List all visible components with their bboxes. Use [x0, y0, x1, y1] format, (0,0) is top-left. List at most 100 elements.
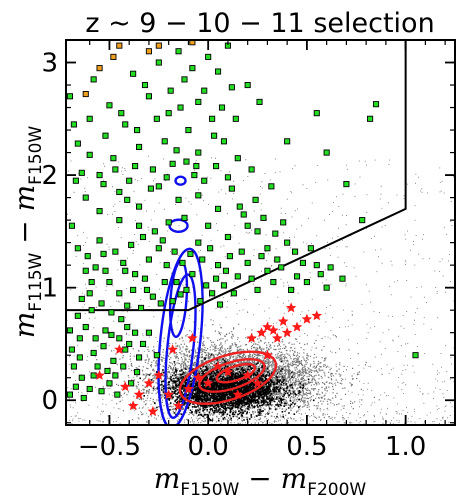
green-square-point [179, 259, 186, 266]
green-square-point [191, 172, 198, 179]
green-square-point [100, 181, 107, 188]
green-square-point [293, 273, 301, 280]
green-square-point [238, 248, 245, 255]
green-square-point [195, 98, 202, 105]
red-star-point [252, 377, 263, 388]
green-square-point [270, 278, 277, 286]
green-square-point [128, 380, 135, 387]
red-star-point [268, 324, 279, 335]
green-square-point [207, 245, 214, 252]
green-square-point [209, 115, 216, 122]
orange-square-point [189, 40, 196, 46]
green-square-point [274, 256, 281, 263]
orange-square-point [82, 90, 89, 98]
green-square-point [339, 275, 346, 282]
green-square-point [216, 301, 224, 308]
orange-square-point [110, 53, 117, 60]
green-square-point [76, 354, 83, 361]
green-square-point [102, 327, 109, 334]
green-square-point [100, 343, 107, 350]
red-star-point [167, 344, 178, 354]
green-square-point [264, 245, 271, 252]
green-square-point [136, 354, 143, 361]
red-star-point [212, 361, 224, 371]
red-star-point [173, 400, 184, 411]
y-tick-label: 2 [41, 161, 58, 191]
green-square-point [256, 98, 263, 105]
green-square-point [372, 101, 380, 108]
green-square-point [195, 149, 202, 156]
blue-contour-top [174, 175, 187, 186]
plot-frame [65, 39, 456, 426]
red-star-point [256, 327, 267, 338]
red-star-point [163, 389, 174, 400]
green-square-point [68, 346, 75, 353]
green-square-point [173, 278, 180, 286]
green-square-point [213, 275, 220, 282]
green-square-point [90, 349, 97, 357]
orange-square-point [116, 42, 123, 49]
red-star-point [242, 370, 253, 380]
red-star-point [278, 315, 289, 326]
green-square-point [211, 132, 218, 139]
green-square-point [104, 367, 111, 375]
green-square-point [169, 298, 176, 305]
green-square-point [299, 259, 307, 266]
green-square-point [183, 158, 190, 165]
green-square-point [136, 222, 143, 229]
green-square-point [187, 250, 194, 257]
green-square-point [268, 183, 275, 190]
green-square-point [343, 181, 350, 188]
green-square-point [278, 264, 285, 271]
green-square-point [122, 121, 129, 128]
green-square-point [183, 286, 190, 293]
green-square-point [122, 346, 129, 353]
red-star-point [133, 389, 145, 400]
green-square-point [201, 87, 208, 94]
green-square-point [94, 363, 101, 370]
green-square-point [102, 267, 109, 274]
green-square-point [126, 177, 133, 184]
green-square-point [112, 372, 119, 379]
red-star-point [272, 332, 283, 343]
green-square-point [155, 59, 162, 66]
red-star-point [94, 370, 105, 380]
green-square-point [80, 394, 87, 402]
green-square-point [143, 286, 151, 293]
red-star-point [153, 370, 164, 380]
red-star-point [143, 377, 155, 388]
green-square-point [218, 104, 226, 111]
y-axis-label: mF115W − mF150W [8, 126, 46, 339]
green-square-point [136, 143, 143, 150]
green-square-point [167, 87, 174, 94]
blue-contour-mid [164, 273, 197, 420]
green-square-point [189, 271, 196, 278]
green-square-point [248, 166, 255, 173]
green-square-point [116, 217, 123, 224]
green-square-point [224, 174, 231, 181]
green-square-point [124, 196, 131, 203]
green-square-point [74, 245, 81, 252]
green-square-point [82, 194, 89, 201]
green-square-point [181, 76, 188, 83]
blue-contour-island [168, 218, 189, 233]
green-square-point [88, 307, 95, 314]
selection-boundary-line [66, 40, 407, 312]
green-square-point [108, 309, 115, 316]
green-square-point [222, 267, 229, 274]
green-square-point [254, 286, 261, 293]
green-square-point [108, 331, 115, 338]
green-square-point [367, 115, 374, 122]
green-square-point [72, 177, 79, 184]
green-square-point [100, 250, 107, 257]
green-square-point [244, 259, 251, 266]
plot-area [66, 40, 455, 425]
green-square-point [118, 316, 125, 323]
green-square-point [288, 286, 295, 293]
green-square-point [88, 278, 95, 286]
green-square-point [163, 174, 170, 181]
green-square-point [177, 104, 184, 111]
green-square-point [112, 248, 119, 255]
green-square-point [157, 300, 164, 307]
green-square-point [66, 93, 73, 100]
